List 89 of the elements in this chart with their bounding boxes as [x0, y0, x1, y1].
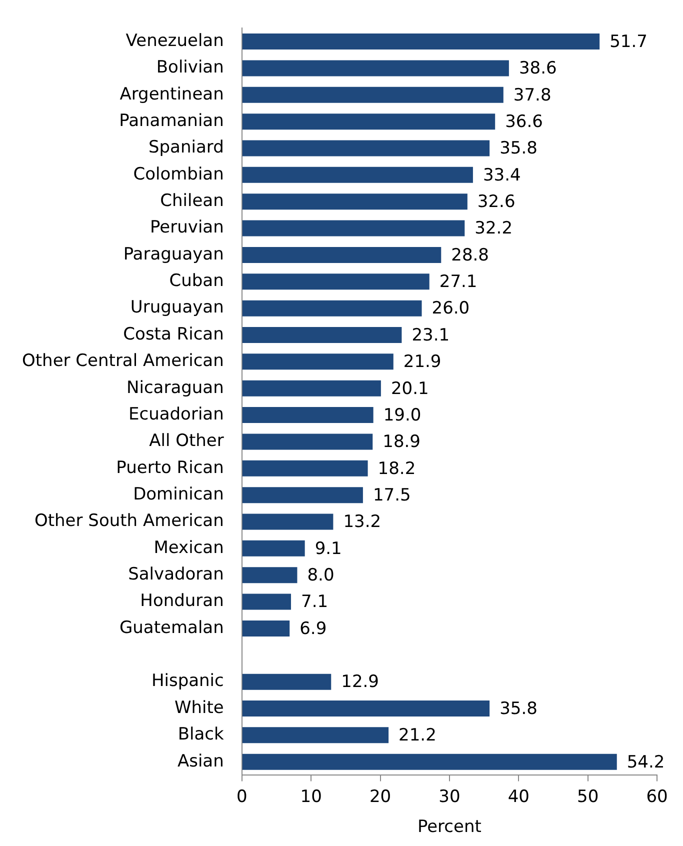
data-label: 12.9	[341, 672, 379, 692]
data-label: 13.2	[343, 512, 382, 532]
x-axis-title: Percent	[417, 817, 482, 838]
bar	[242, 60, 509, 76]
bar	[242, 567, 298, 584]
bar	[242, 380, 381, 396]
bar	[242, 274, 430, 290]
bar	[242, 166, 473, 183]
data-label: 6.9	[300, 618, 327, 639]
y-tick-label: Costa Rican	[123, 324, 224, 344]
bar	[242, 620, 290, 636]
x-tick-label: 60	[646, 786, 668, 807]
y-tick-label: Hispanic	[151, 671, 224, 692]
data-label: 26.0	[432, 298, 470, 319]
data-label: 20.1	[390, 378, 429, 399]
bar	[242, 700, 490, 717]
y-tick-label: Peruvian	[150, 218, 224, 238]
data-label: 9.1	[314, 538, 342, 559]
bar	[242, 487, 363, 504]
y-tick-label: All Other	[149, 431, 224, 452]
data-label: 21.2	[398, 726, 436, 746]
bar	[242, 300, 422, 316]
y-tick-label: Guatemalan	[119, 618, 224, 638]
data-label: 18.9	[382, 432, 420, 452]
y-tick-label: Chilean	[160, 191, 224, 212]
bar	[242, 34, 600, 50]
data-label: 17.5	[372, 485, 411, 506]
x-tick-label: 0	[236, 786, 248, 807]
y-tick-label: Paraguayan	[123, 244, 224, 264]
data-label: 33.4	[482, 165, 521, 186]
y-tick-label: Venezuelan	[126, 30, 224, 51]
y-tick-label: Bolivian	[156, 58, 224, 78]
data-label: 54.2	[626, 752, 665, 772]
bar	[242, 140, 490, 156]
y-tick-label: Puerto Rican	[116, 458, 224, 478]
x-tick-label: 30	[438, 786, 460, 807]
y-tick-label: Colombian	[133, 164, 224, 184]
y-tick-label: Panamanian	[119, 110, 224, 131]
data-label: 27.1	[439, 272, 478, 292]
bar	[242, 727, 389, 744]
data-label: 32.6	[477, 192, 516, 212]
y-tick-label: Salvadoran	[128, 564, 224, 585]
data-label: 35.8	[500, 138, 538, 159]
x-tick-label: 50	[576, 786, 599, 807]
data-label: 19.0	[383, 405, 422, 426]
y-tick-label: Uruguayan	[130, 298, 224, 318]
bar	[242, 460, 368, 476]
data-label: 37.8	[513, 85, 552, 106]
data-label: 36.6	[505, 112, 543, 132]
y-tick-label: Ecuadorian	[128, 404, 224, 424]
y-tick-label: Mexican	[154, 538, 224, 558]
y-tick-label: Spaniard	[148, 138, 224, 158]
bar	[242, 594, 291, 610]
y-tick-label: Nicaraguan	[126, 378, 224, 398]
data-label: 51.7	[610, 32, 648, 52]
bar	[242, 354, 394, 370]
data-label: 21.9	[403, 352, 442, 372]
y-tick-label: Asian	[177, 751, 224, 772]
x-tick-label: 40	[508, 786, 530, 807]
data-label: 38.6	[518, 58, 557, 79]
data-label: 18.2	[378, 458, 416, 479]
y-tick-label: Honduran	[140, 591, 224, 612]
bar	[242, 754, 617, 770]
bar	[242, 86, 504, 103]
bar	[242, 246, 442, 263]
y-tick-label: Black	[178, 724, 224, 745]
bar	[242, 220, 465, 236]
y-tick-label: Other South American	[34, 511, 224, 532]
bar	[242, 674, 332, 690]
bar	[242, 514, 334, 530]
data-label: 23.1	[412, 325, 450, 346]
y-tick-label: White	[174, 698, 224, 718]
data-label: 8.0	[307, 566, 334, 586]
y-tick-label: Argentinean	[120, 84, 224, 104]
bar	[242, 194, 468, 210]
bar	[242, 114, 496, 130]
y-tick-label: Cuban	[169, 271, 224, 292]
bar	[242, 434, 373, 450]
x-tick-label: 10	[300, 786, 322, 807]
data-label: 7.1	[301, 592, 328, 612]
y-tick-label: Other Central American	[22, 351, 224, 372]
data-label: 28.8	[451, 245, 489, 266]
bar	[242, 540, 305, 556]
bar	[242, 407, 374, 424]
bar	[242, 327, 402, 344]
data-label: 35.8	[500, 698, 538, 719]
y-tick-label: Dominican	[133, 484, 224, 504]
x-tick-label: 20	[369, 786, 392, 807]
data-label: 32.2	[474, 218, 513, 239]
